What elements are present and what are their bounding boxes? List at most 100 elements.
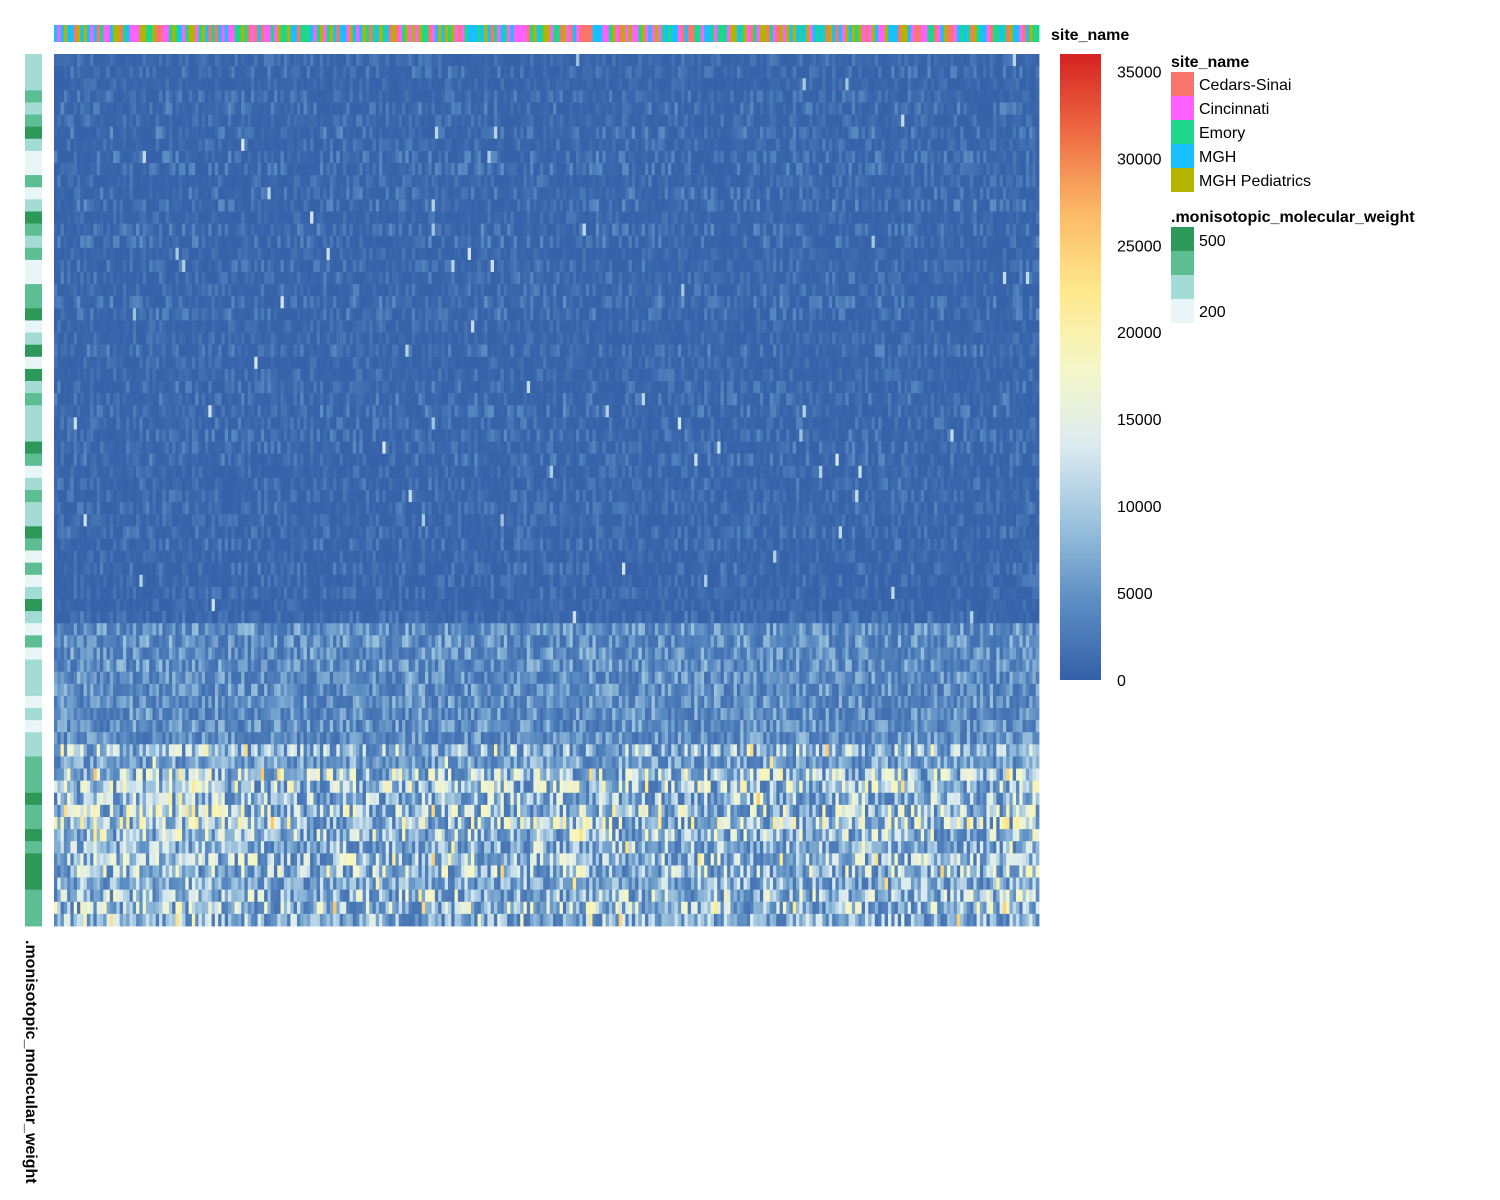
heatmap-cell xyxy=(707,187,712,200)
site-annotation-cell xyxy=(947,25,951,42)
heatmap-cell xyxy=(1019,126,1023,140)
heatmap-cell xyxy=(408,235,413,249)
heatmap-cell xyxy=(713,138,718,152)
heatmap-cell xyxy=(411,138,416,152)
heatmap-cell xyxy=(402,54,406,67)
heatmap-cell xyxy=(425,114,429,128)
heatmap-cell xyxy=(172,235,176,249)
heatmap-cell xyxy=(520,102,524,115)
heatmap-cell xyxy=(746,114,751,128)
heatmap-cell xyxy=(428,126,432,140)
heatmap-cell xyxy=(63,126,68,140)
heatmap-cell xyxy=(914,54,918,67)
heatmap-cell xyxy=(733,54,738,67)
site-annotation-cell xyxy=(444,25,449,42)
heatmap-cell xyxy=(664,163,669,176)
heatmap-cell xyxy=(359,175,364,188)
heatmap-cell xyxy=(736,211,741,224)
mw-annotation-cell xyxy=(25,78,42,91)
mw-annotation-cell xyxy=(25,562,42,576)
heatmap-cell xyxy=(191,150,196,164)
heatmap-cell xyxy=(933,187,938,200)
heatmap-cell xyxy=(273,126,278,140)
heatmap-cell xyxy=(566,211,570,224)
heatmap-cell xyxy=(549,175,554,188)
site-annotation-cell xyxy=(553,25,557,42)
heatmap-cell xyxy=(457,78,462,91)
heatmap-cell xyxy=(287,175,291,188)
heatmap-cell xyxy=(763,175,767,188)
heatmap-cell xyxy=(861,175,866,188)
heatmap-cell xyxy=(966,54,971,67)
heatmap-cell xyxy=(122,90,127,103)
heatmap-cell xyxy=(359,114,364,128)
heatmap-cell xyxy=(976,163,981,176)
heatmap-cell xyxy=(897,199,902,212)
heatmap-cell xyxy=(470,126,475,140)
heatmap-cell xyxy=(470,223,475,237)
heatmap-cell xyxy=(894,114,899,128)
heatmap-cell xyxy=(832,54,836,67)
heatmap-cell xyxy=(142,114,147,128)
heatmap-cell xyxy=(395,102,400,115)
heatmap-cell xyxy=(825,54,830,67)
site-annotation-cell xyxy=(201,25,206,42)
heatmap-cell xyxy=(310,199,314,212)
site-annotation-cell xyxy=(894,25,899,42)
heatmap-cell xyxy=(940,126,945,140)
heatmap-cell xyxy=(451,102,455,115)
heatmap-cell xyxy=(697,150,702,164)
heatmap-cell xyxy=(405,235,409,249)
heatmap-cell xyxy=(838,78,843,91)
heatmap-cell xyxy=(86,90,91,103)
heatmap-cell xyxy=(461,199,465,212)
heatmap-cell xyxy=(198,102,203,115)
heatmap-cell xyxy=(523,150,528,164)
heatmap-cell xyxy=(99,150,104,164)
heatmap-cell xyxy=(641,211,646,224)
heatmap-cell xyxy=(484,150,488,164)
heatmap-cell xyxy=(405,211,409,224)
heatmap-cell xyxy=(838,90,843,103)
heatmap-cell xyxy=(201,54,206,67)
heatmap-cell xyxy=(126,187,130,200)
heatmap-cell xyxy=(438,114,442,128)
heatmap-cell xyxy=(585,114,590,128)
heatmap-cell xyxy=(57,90,61,103)
heatmap-cell xyxy=(733,114,738,128)
heatmap-cell xyxy=(155,54,160,67)
heatmap-cell xyxy=(296,126,301,140)
heatmap-cell xyxy=(201,114,206,128)
heatmap-cell xyxy=(658,223,662,237)
heatmap-cell xyxy=(448,66,452,79)
heatmap-cell xyxy=(434,235,439,249)
heatmap-cell xyxy=(828,223,833,237)
site-annotation-cell xyxy=(326,25,331,42)
heatmap-cell xyxy=(930,211,935,224)
heatmap-cell xyxy=(526,102,531,115)
heatmap-cell xyxy=(956,187,961,200)
heatmap-cell xyxy=(523,78,528,91)
heatmap-cell xyxy=(805,175,810,188)
heatmap-cell xyxy=(930,78,935,91)
heatmap-cell xyxy=(362,102,367,115)
heatmap-cell xyxy=(789,114,794,128)
heatmap-cell xyxy=(592,102,597,115)
heatmap-cell xyxy=(615,78,620,91)
heatmap-cell xyxy=(848,126,853,140)
heatmap-cell xyxy=(730,163,735,176)
heatmap-cell xyxy=(789,175,794,188)
heatmap-cell xyxy=(303,102,308,115)
heatmap-cell xyxy=(178,163,183,176)
heatmap-cell xyxy=(681,163,685,176)
heatmap-cell xyxy=(178,54,183,67)
heatmap-cell xyxy=(218,114,222,128)
heatmap-cell xyxy=(855,223,859,237)
heatmap-cell xyxy=(536,175,541,188)
heatmap-cell xyxy=(625,150,629,164)
heatmap-cell xyxy=(356,150,360,164)
heatmap-cell xyxy=(254,78,258,91)
heatmap-cell xyxy=(917,78,922,91)
heatmap-cell xyxy=(894,102,899,115)
heatmap-cell xyxy=(599,102,603,115)
